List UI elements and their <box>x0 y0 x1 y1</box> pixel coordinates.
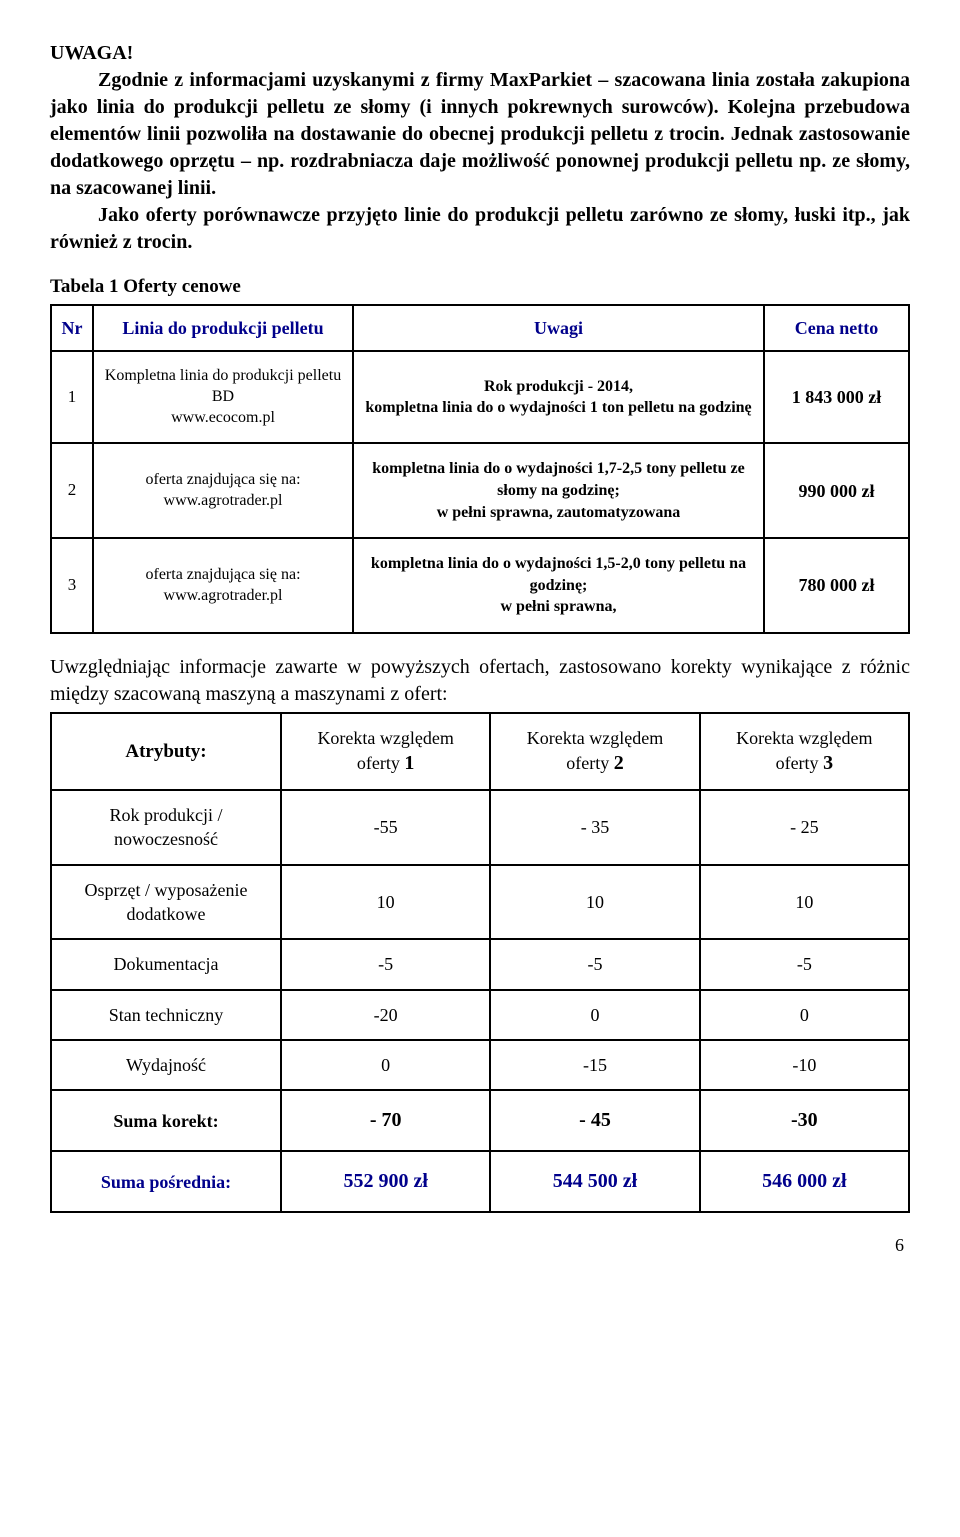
offers-row: 3 oferta znajdująca się na:www.agrotrade… <box>51 538 909 633</box>
corrections-sum-v2: - 45 <box>490 1090 699 1151</box>
offers-price: 780 000 zł <box>764 538 909 633</box>
offers-desc: oferta znajdująca się na:www.agrotrader.… <box>93 443 353 538</box>
corrections-header-1a: Korekta względem <box>317 728 453 748</box>
corrections-row: Rok produkcji / nowoczesność -55 - 35 - … <box>51 790 909 865</box>
corrections-header-2n: 2 <box>614 752 624 774</box>
corrections-header-1b: oferty <box>357 753 404 773</box>
offers-remarks: kompletna linia do o wydajności 1,5-2,0 … <box>353 538 764 633</box>
offers-header-row: Nr Linia do produkcji pelletu Uwagi Cena… <box>51 305 909 351</box>
corrections-header-1: Korekta względem oferty 1 <box>281 713 490 790</box>
corrections-v2: 0 <box>490 990 699 1040</box>
corrections-intro: Uwzględniając informacje zawarte w powyż… <box>50 654 910 708</box>
corrections-final-v1: 552 900 zł <box>281 1151 490 1212</box>
corrections-attr: Wydajność <box>51 1040 281 1090</box>
corrections-sum-row: Suma korekt: - 70 - 45 -30 <box>51 1090 909 1151</box>
para3-text: Uwzględniając informacje zawarte w powyż… <box>50 656 910 705</box>
corrections-v3: - 25 <box>700 790 909 865</box>
corrections-table: Atrybuty: Korekta względem oferty 1 Kore… <box>50 712 910 1213</box>
corrections-v3: -10 <box>700 1040 909 1090</box>
corrections-header-2a: Korekta względem <box>527 728 663 748</box>
offers-header-desc: Linia do produkcji pelletu <box>93 305 353 351</box>
offers-header-price: Cena netto <box>764 305 909 351</box>
corrections-header-1n: 1 <box>404 752 414 774</box>
offers-desc: oferta znajdująca się na:www.agrotrader.… <box>93 538 353 633</box>
corrections-header-attr: Atrybuty: <box>51 713 281 790</box>
offers-price: 1 843 000 zł <box>764 351 909 443</box>
corrections-header-3n: 3 <box>823 752 833 774</box>
offers-remarks: Rok produkcji - 2014,kompletna linia do … <box>353 351 764 443</box>
offers-header-nr: Nr <box>51 305 93 351</box>
offers-nr: 1 <box>51 351 93 443</box>
corrections-row: Wydajność 0 -15 -10 <box>51 1040 909 1090</box>
para1-text: Zgodnie z informacjami uzyskanymi z firm… <box>50 69 910 199</box>
corrections-final-v3: 546 000 zł <box>700 1151 909 1212</box>
corrections-attr: Dokumentacja <box>51 939 281 989</box>
corrections-final-attr: Suma pośrednia: <box>51 1151 281 1212</box>
corrections-v1: 0 <box>281 1040 490 1090</box>
corrections-v1: -20 <box>281 990 490 1040</box>
corrections-final-v2: 544 500 zł <box>490 1151 699 1212</box>
offers-remarks: kompletna linia do o wydajności 1,7-2,5 … <box>353 443 764 538</box>
corrections-row: Osprzęt / wyposażenie dodatkowe 10 10 10 <box>51 865 909 940</box>
offers-nr: 2 <box>51 443 93 538</box>
para2-text: Jako oferty porównawcze przyjęto linie d… <box>50 204 910 253</box>
corrections-attr: Stan techniczny <box>51 990 281 1040</box>
corrections-v1: -55 <box>281 790 490 865</box>
offers-desc: Kompletna linia do produkcji pelletu BDw… <box>93 351 353 443</box>
page-number: 6 <box>50 1233 910 1257</box>
heading-uwaga: UWAGA! <box>50 42 133 64</box>
table1-caption: Tabela 1 Oferty cenowe <box>50 274 910 300</box>
offers-table: Nr Linia do produkcji pelletu Uwagi Cena… <box>50 304 910 634</box>
corrections-sum-v3: -30 <box>700 1090 909 1151</box>
offers-row: 2 oferta znajdująca się na:www.agrotrade… <box>51 443 909 538</box>
corrections-v1: -5 <box>281 939 490 989</box>
corrections-header-3b: oferty <box>776 753 823 773</box>
corrections-v3: -5 <box>700 939 909 989</box>
corrections-header-3: Korekta względem oferty 3 <box>700 713 909 790</box>
corrections-header-2b: oferty <box>566 753 613 773</box>
corrections-row: Dokumentacja -5 -5 -5 <box>51 939 909 989</box>
corrections-v2: 10 <box>490 865 699 940</box>
corrections-final-row: Suma pośrednia: 552 900 zł 544 500 zł 54… <box>51 1151 909 1212</box>
corrections-attr: Rok produkcji / nowoczesność <box>51 790 281 865</box>
corrections-v2: -5 <box>490 939 699 989</box>
offers-price: 990 000 zł <box>764 443 909 538</box>
corrections-row: Stan techniczny -20 0 0 <box>51 990 909 1040</box>
corrections-sum-attr: Suma korekt: <box>51 1090 281 1151</box>
corrections-attr: Osprzęt / wyposażenie dodatkowe <box>51 865 281 940</box>
corrections-header-3a: Korekta względem <box>736 728 872 748</box>
corrections-v1: 10 <box>281 865 490 940</box>
corrections-v3: 0 <box>700 990 909 1040</box>
offers-header-remarks: Uwagi <box>353 305 764 351</box>
corrections-header-row: Atrybuty: Korekta względem oferty 1 Kore… <box>51 713 909 790</box>
offers-nr: 3 <box>51 538 93 633</box>
corrections-sum-v1: - 70 <box>281 1090 490 1151</box>
corrections-header-2: Korekta względem oferty 2 <box>490 713 699 790</box>
corrections-v2: -15 <box>490 1040 699 1090</box>
intro-paragraph: UWAGA! Zgodnie z informacjami uzyskanymi… <box>50 40 910 256</box>
offers-row: 1 Kompletna linia do produkcji pelletu B… <box>51 351 909 443</box>
corrections-v2: - 35 <box>490 790 699 865</box>
corrections-v3: 10 <box>700 865 909 940</box>
